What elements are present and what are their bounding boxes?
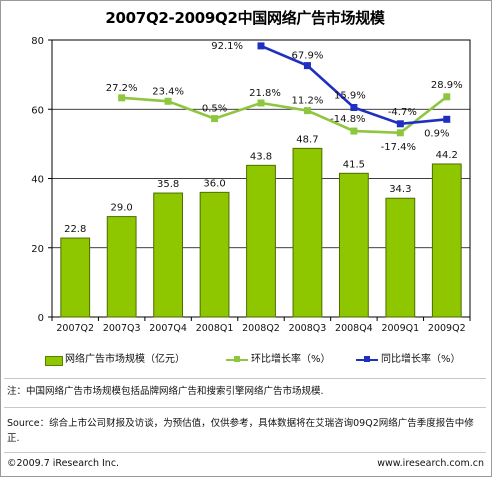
x-tick-label: 2007Q4: [149, 323, 187, 334]
series-data-label: -17.4%: [381, 142, 416, 153]
x-tick-label: 2009Q2: [428, 323, 466, 334]
series-data-label: -4.7%: [388, 107, 417, 118]
series-marker: [118, 94, 126, 102]
chart-source: Source：综合上市公司财报及访谈，为预估值，仅供参考，具体数据将在艾瑞咨询0…: [7, 418, 474, 444]
series-data-label: 0.5%: [202, 104, 227, 115]
copyright-text: ©2009.7 iResearch Inc.: [7, 458, 120, 469]
series-data-label: 11.2%: [292, 96, 324, 107]
series-marker: [211, 115, 219, 123]
series-marker: [303, 62, 311, 70]
chart-title: 2007Q2-2009Q2中国网络广告市场规模: [105, 9, 385, 27]
series-data-label: 67.9%: [292, 51, 324, 62]
series-data-label: 92.1%: [211, 41, 243, 52]
x-tick-label: 2007Q3: [103, 323, 141, 334]
divider: [4, 452, 486, 453]
bar: [385, 197, 416, 318]
legend-qoq-label: 环比增长率（%）: [251, 354, 331, 365]
series-data-label: 0.9%: [424, 128, 449, 139]
bar-value-label: 29.0: [111, 203, 133, 214]
chart-canvas: 0 20 40 60 80 2007Q2 2007Q3 2007Q4 2008Q1 2008Q2 2…: [31, 36, 471, 334]
x-tick-label: 2008Q4: [335, 323, 373, 334]
bar: [431, 163, 462, 318]
bar-value-label: 35.8: [157, 179, 179, 190]
bar-value-label: 43.8: [250, 151, 272, 162]
series-marker: [257, 99, 265, 107]
chart-note: 注：中国网络广告市场规模包括品牌网络广告和搜索引擎网络广告市场规模.: [7, 386, 324, 397]
series-marker: [443, 115, 451, 123]
series-data-label: 23.4%: [152, 86, 184, 97]
chart-legend: 网络广告市场规模（亿元） 环比增长率（%） 同比增长率（%）: [0, 352, 490, 370]
bar: [106, 216, 137, 318]
legend-yoy-marker: [364, 356, 370, 362]
x-tick-label: 2008Q1: [196, 323, 234, 334]
bar-value-label: 44.2: [436, 150, 458, 161]
bar-value-label: 22.8: [64, 224, 86, 235]
x-tick-label: 2007Q2: [56, 323, 94, 334]
bar-value-label: 48.7: [296, 134, 318, 145]
series-marker: [396, 129, 404, 137]
series-data-label: 21.8%: [249, 88, 281, 99]
y-tick-label: 20: [31, 244, 44, 255]
website-text: www.iresearch.com.cn: [377, 458, 484, 469]
bar-value-label: 34.3: [389, 184, 411, 195]
series-marker: [350, 127, 358, 135]
bar: [246, 164, 276, 318]
legend-qoq-marker: [234, 356, 240, 362]
y-tick-label: 0: [38, 313, 44, 324]
series-data-label: 28.9%: [431, 80, 463, 91]
series-marker: [350, 104, 358, 112]
bar: [60, 237, 91, 318]
series-data-label: 15.9%: [334, 91, 366, 102]
x-tick-label: 2008Q2: [242, 323, 280, 334]
series-data-label: -14.8%: [330, 114, 365, 125]
y-tick-label: 40: [31, 175, 44, 186]
series-marker: [396, 120, 404, 128]
legend-bar-swatch: [45, 356, 63, 366]
y-tick-label: 60: [31, 105, 44, 116]
x-tick-label: 2009Q1: [381, 323, 419, 334]
divider: [4, 378, 486, 379]
bar: [153, 192, 184, 318]
series-marker: [303, 107, 311, 115]
bar: [199, 191, 230, 318]
series-line: [121, 95, 448, 135]
divider: [4, 407, 486, 408]
bar: [338, 172, 369, 318]
bar-value-label: 41.5: [343, 159, 365, 170]
legend-yoy-label: 同比增长率（%）: [381, 354, 461, 365]
legend-bar-label: 网络广告市场规模（亿元）: [65, 354, 185, 365]
series-marker: [443, 93, 451, 101]
bar: [292, 147, 323, 318]
bar-value-label: 36.0: [203, 178, 225, 189]
series-marker: [257, 42, 265, 50]
series-marker: [164, 97, 172, 105]
series-data-label: 27.2%: [106, 83, 138, 94]
x-tick-label: 2008Q3: [289, 323, 327, 334]
y-tick-label: 80: [31, 36, 44, 47]
